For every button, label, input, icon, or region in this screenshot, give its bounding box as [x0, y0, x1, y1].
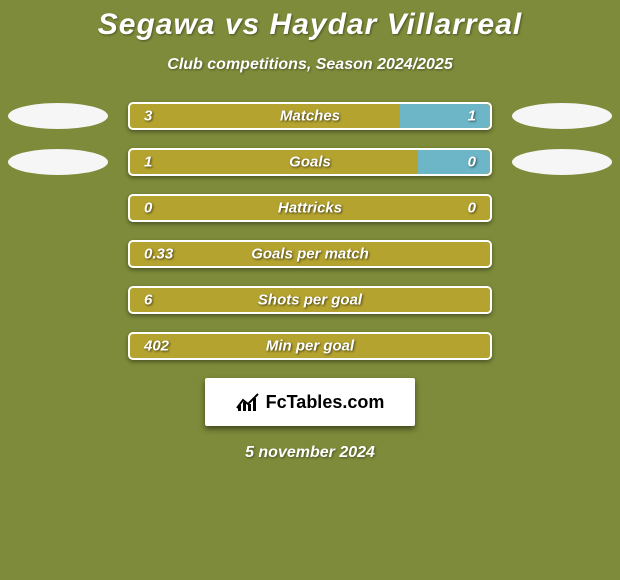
date-text: 5 november 2024	[0, 444, 620, 462]
stat-left-value: 1	[144, 154, 152, 171]
stat-bar: 0 0 Hattricks	[128, 194, 492, 222]
stat-left-value: 3	[144, 108, 152, 125]
bar-left-fill	[130, 104, 400, 128]
logo-box: FcTables.com	[205, 378, 415, 426]
stat-row: 0 0 Hattricks	[8, 194, 612, 222]
chart-icon	[236, 392, 260, 412]
stat-label: Hattricks	[278, 200, 342, 217]
stat-row: 3 1 Matches	[8, 102, 612, 130]
stat-bar: 0.33 Goals per match	[128, 240, 492, 268]
player-left-icon	[8, 103, 108, 129]
stat-right-value: 0	[468, 200, 476, 217]
stat-label: Shots per goal	[258, 292, 362, 309]
bar-left-fill	[130, 150, 418, 174]
subtitle: Club competitions, Season 2024/2025	[0, 56, 620, 74]
stat-left-value: 0	[144, 200, 152, 217]
stat-row: 6 Shots per goal	[8, 286, 612, 314]
stat-bar: 1 0 Goals	[128, 148, 492, 176]
stat-left-value: 402	[144, 338, 169, 355]
stats-area: 3 1 Matches 1 0 Goals 0 0 Hattricks 0.33 Goals per…	[0, 102, 620, 360]
player-left-icon	[8, 149, 108, 175]
stat-row: 0.33 Goals per match	[8, 240, 612, 268]
stat-row: 1 0 Goals	[8, 148, 612, 176]
player-right-icon	[512, 103, 612, 129]
stat-left-value: 0.33	[144, 246, 173, 263]
logo-text: FcTables.com	[266, 392, 385, 413]
bar-right-fill	[418, 150, 490, 174]
stat-bar: 3 1 Matches	[128, 102, 492, 130]
stat-right-value: 0	[468, 154, 476, 171]
stat-row: 402 Min per goal	[8, 332, 612, 360]
bar-right-fill	[400, 104, 490, 128]
stat-label: Goals	[289, 154, 331, 171]
stat-right-value: 1	[468, 108, 476, 125]
player-right-icon	[512, 149, 612, 175]
stat-bar: 402 Min per goal	[128, 332, 492, 360]
stat-label: Min per goal	[266, 338, 354, 355]
stat-left-value: 6	[144, 292, 152, 309]
page-title: Segawa vs Haydar Villarreal	[0, 8, 620, 42]
logo-inner: FcTables.com	[236, 392, 385, 413]
comparison-card: Segawa vs Haydar Villarreal Club competi…	[0, 0, 620, 580]
stat-label: Goals per match	[251, 246, 369, 263]
stat-label: Matches	[280, 108, 340, 125]
stat-bar: 6 Shots per goal	[128, 286, 492, 314]
